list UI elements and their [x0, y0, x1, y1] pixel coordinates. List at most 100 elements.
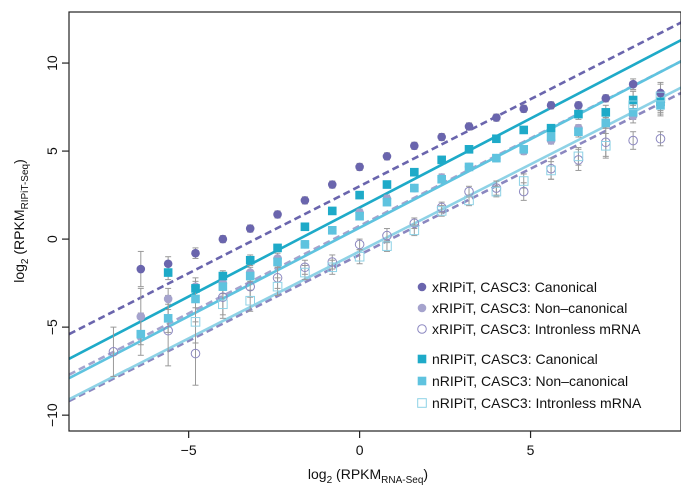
data-point — [218, 292, 228, 303]
error-bar — [520, 173, 527, 189]
data-point — [191, 248, 200, 258]
data-point — [437, 174, 446, 184]
data-point — [410, 167, 419, 177]
data-point — [573, 151, 584, 162]
data-point — [655, 133, 666, 144]
data-point — [628, 95, 638, 105]
data-point — [245, 255, 255, 265]
y-tick-label: 0 — [44, 235, 60, 243]
legend-item: xRIPiT, CASC3: Intronless mRNA — [417, 321, 641, 337]
data-point — [655, 91, 666, 102]
data-point — [108, 346, 119, 357]
error-bar — [219, 289, 226, 319]
data-point — [136, 264, 146, 274]
data-point — [136, 329, 146, 339]
data-point — [628, 100, 638, 111]
data-point — [218, 282, 228, 291]
data-point — [382, 180, 392, 189]
data-point — [273, 243, 282, 253]
data-point — [273, 210, 282, 219]
data-point — [518, 186, 529, 197]
data-point — [300, 262, 310, 273]
data-point — [409, 225, 420, 236]
data-point — [327, 206, 337, 216]
legend-label: xRIPiT, CASC3: Non–canonical — [432, 300, 627, 316]
data-point — [163, 294, 173, 304]
data-point — [354, 251, 365, 262]
data-point — [656, 101, 665, 110]
data-point — [464, 195, 474, 206]
y-tick-label: −5 — [44, 319, 60, 335]
data-point — [574, 109, 583, 119]
fit-line-6 — [69, 86, 681, 401]
data-point — [628, 79, 638, 89]
data-point — [437, 132, 446, 142]
error-bar — [411, 224, 418, 237]
data-point — [519, 145, 529, 154]
data-point — [492, 113, 501, 122]
data-point — [492, 134, 501, 144]
data-point — [546, 165, 556, 176]
x-tick-label: 5 — [527, 442, 535, 458]
data-point — [436, 206, 447, 216]
axes: −5 0 5 −10 −5 0 5 10 — [44, 11, 681, 458]
data-point — [245, 271, 255, 281]
data-point — [218, 299, 228, 310]
legend-label: nRIPiT, CASC3: Intronless mRNA — [432, 395, 642, 411]
data-point — [656, 88, 665, 98]
data-point — [191, 284, 200, 293]
data-point — [245, 295, 256, 306]
data-point — [163, 314, 173, 323]
data-point — [492, 153, 501, 163]
data-point — [136, 312, 146, 321]
data-point — [574, 127, 583, 137]
legend-label: xRIPiT, CASC3: Intronless mRNA — [432, 321, 641, 337]
data-point — [601, 118, 611, 128]
data-point — [190, 348, 201, 359]
data-point — [245, 224, 255, 233]
legend-label: nRIPiT, CASC3: Canonical — [432, 351, 598, 367]
data-point — [600, 140, 611, 151]
data-point — [300, 267, 310, 278]
legend-marker — [417, 282, 427, 292]
data-point — [546, 101, 556, 110]
legend-marker — [417, 376, 427, 386]
data-point — [355, 162, 364, 172]
data-point — [574, 101, 583, 110]
x-tick-label: −5 — [181, 442, 197, 458]
data-point — [191, 294, 200, 304]
error-bar — [657, 131, 664, 147]
error-bar — [274, 277, 281, 296]
legend-marker — [417, 354, 427, 364]
data-point — [628, 108, 638, 117]
legend-label: nRIPiT, CASC3: Non–canonical — [432, 373, 628, 389]
data-point — [382, 197, 392, 207]
data-point — [464, 145, 474, 154]
legend-item: xRIPiT, CASC3: Canonical — [417, 279, 597, 295]
data-point — [437, 155, 446, 165]
data-point — [245, 281, 256, 292]
data-point — [300, 240, 310, 249]
data-point — [300, 196, 310, 205]
error-bar — [630, 131, 637, 150]
data-point — [190, 317, 201, 327]
data-point — [382, 241, 392, 251]
error-bar — [575, 147, 582, 166]
data-points — [108, 79, 666, 359]
data-point — [163, 259, 173, 269]
fit-line-3 — [69, 91, 681, 403]
legend-item: xRIPiT, CASC3: Non–canonical — [417, 300, 627, 316]
data-point — [300, 222, 310, 232]
legend-item: nRIPiT, CASC3: Intronless mRNA — [417, 395, 642, 411]
data-point — [518, 176, 529, 186]
y-axis-title: log2 (RPKMRIPiT-Seq) — [11, 159, 31, 283]
data-point — [354, 239, 365, 250]
data-point — [546, 123, 556, 133]
data-point — [355, 211, 364, 221]
data-point — [382, 152, 392, 161]
data-point — [327, 257, 338, 267]
legend-marker — [417, 324, 427, 334]
data-point — [355, 190, 364, 200]
data-point — [464, 162, 474, 172]
